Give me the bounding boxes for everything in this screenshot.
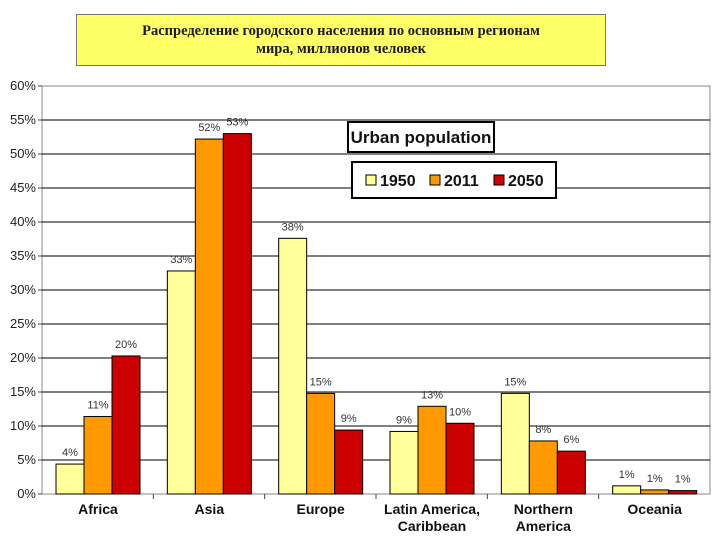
bar [222, 133, 252, 495]
legend-swatch [429, 174, 441, 186]
bar [417, 405, 447, 495]
data-label: 9% [396, 414, 412, 426]
data-label: 38% [282, 221, 304, 233]
legend-entry-label: 1950 [380, 173, 416, 190]
x-category-label: Africa [78, 501, 118, 517]
data-labels: 4% 11% 20% 33% 52% 53% 38% 15% 9% 9% 13% 10% 15% 8% 6%… [62, 117, 691, 486]
axes: 0% 5% 10% 15% 20% 25% 30% 35% 40% 45% 50% 55% 60% Afr… [10, 78, 682, 534]
x-category-label: Europe [297, 501, 345, 517]
bar [334, 429, 364, 495]
bar [389, 430, 419, 495]
gridlines [41, 85, 711, 495]
data-label: 13% [421, 389, 443, 401]
chart-title: Распределение городского населения по ос… [76, 14, 606, 66]
x-category-label: Northern [514, 501, 573, 517]
x-category-label: Latin America, [384, 501, 480, 517]
data-label: 1% [619, 469, 635, 481]
y-tick-label: 15% [10, 384, 36, 399]
bar [278, 237, 308, 495]
data-label: 10% [449, 406, 471, 418]
y-tick-label: 10% [10, 418, 36, 433]
y-tick-label: 5% [17, 452, 36, 467]
bar [166, 270, 196, 495]
data-label: 8% [535, 424, 551, 436]
data-label: 52% [198, 122, 220, 134]
chart-title-line2: мира, миллионов человек [256, 41, 426, 57]
data-label: 4% [62, 447, 78, 459]
data-label: 1% [647, 473, 663, 485]
data-label: 9% [341, 413, 357, 425]
y-tick-label: 50% [10, 146, 36, 161]
y-tick-label: 60% [10, 78, 36, 93]
bar [556, 450, 586, 495]
x-category-label: Oceania [627, 501, 682, 517]
x-category-label: Asia [195, 501, 225, 517]
data-label: 15% [504, 376, 526, 388]
data-label: 15% [310, 376, 332, 388]
bar [612, 485, 642, 495]
bar [500, 392, 530, 495]
legend-swatch [493, 174, 505, 186]
legend-title-box [347, 121, 495, 153]
y-tick-label: 25% [10, 316, 36, 331]
legend-title: Urban population [351, 128, 492, 147]
bar [194, 138, 224, 495]
chart-title-line1: Распределение городского населения по ос… [142, 23, 540, 39]
legend: Urban population 1950 2011 2050 [347, 121, 557, 199]
x-category-label: Caribbean [398, 518, 466, 534]
legend-entries-box [351, 161, 557, 199]
bars [55, 133, 698, 495]
y-tick-label: 0% [17, 486, 36, 501]
y-tick-label: 45% [10, 180, 36, 195]
data-label: 6% [563, 434, 579, 446]
legend-entry-label: 2050 [508, 173, 544, 190]
bar [528, 440, 558, 495]
data-label: 11% [87, 399, 108, 411]
data-label: 33% [170, 254, 192, 266]
y-tick-label: 30% [10, 282, 36, 297]
y-tick-label: 40% [10, 214, 36, 229]
bar [306, 392, 336, 495]
data-label: 53% [226, 117, 248, 129]
bar [111, 355, 141, 495]
data-label: 1% [675, 474, 691, 486]
legend-swatch [365, 174, 377, 186]
bar [55, 463, 85, 495]
y-tick-label: 35% [10, 248, 36, 263]
data-label: 20% [115, 339, 137, 351]
bar [640, 489, 670, 495]
y-tick-label: 20% [10, 350, 36, 365]
bar [445, 422, 475, 495]
x-category-label: America [516, 518, 571, 534]
legend-entry-label: 2011 [444, 173, 479, 190]
bar [668, 490, 698, 495]
bar [83, 415, 113, 495]
y-tick-label: 55% [10, 112, 36, 127]
